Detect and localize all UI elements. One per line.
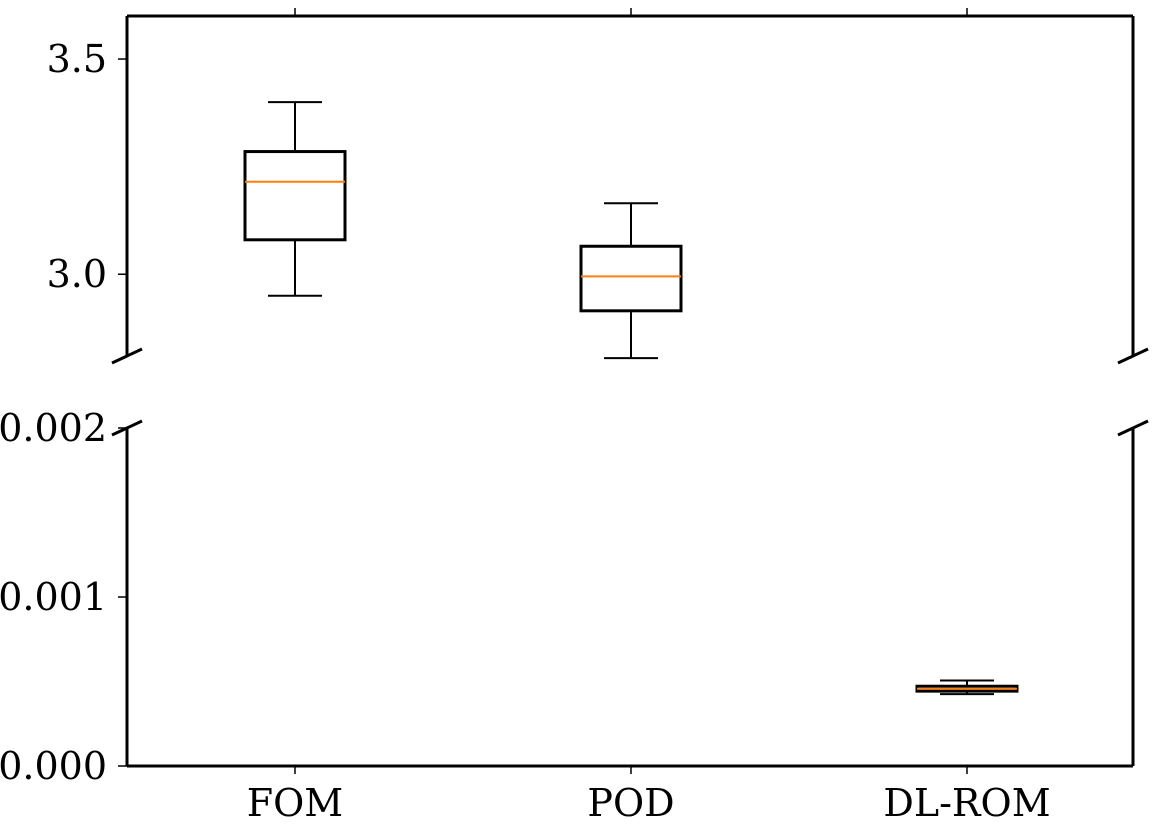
break-mark-right-top [1117,347,1149,365]
break-mark-left-top [111,347,143,365]
box-dl-rom [915,679,1019,696]
iqr-box [579,244,683,313]
x-axis-labels: FOM POD DL-ROM [247,781,1051,825]
top-panel: 3.0 3.5 [47,8,1149,365]
box-fom [243,101,347,297]
y-tick-label: 3.0 [47,252,107,296]
iqr-box [243,150,347,242]
break-mark-right-bottom [1117,419,1149,437]
y-tick-label: 0.002 [0,406,107,450]
x-tick-label-fom: FOM [247,781,343,825]
y-tick-label: 0.001 [0,575,107,619]
box-pod [579,202,683,360]
y-tick-label: 0.000 [0,744,107,788]
y-tick-label: 3.5 [47,37,107,81]
x-tick-label-pod: POD [587,781,674,825]
x-tick-label-dl-rom: DL-ROM [883,781,1050,825]
bottom-panel: 0.000 0.001 0.002 [0,406,1149,788]
